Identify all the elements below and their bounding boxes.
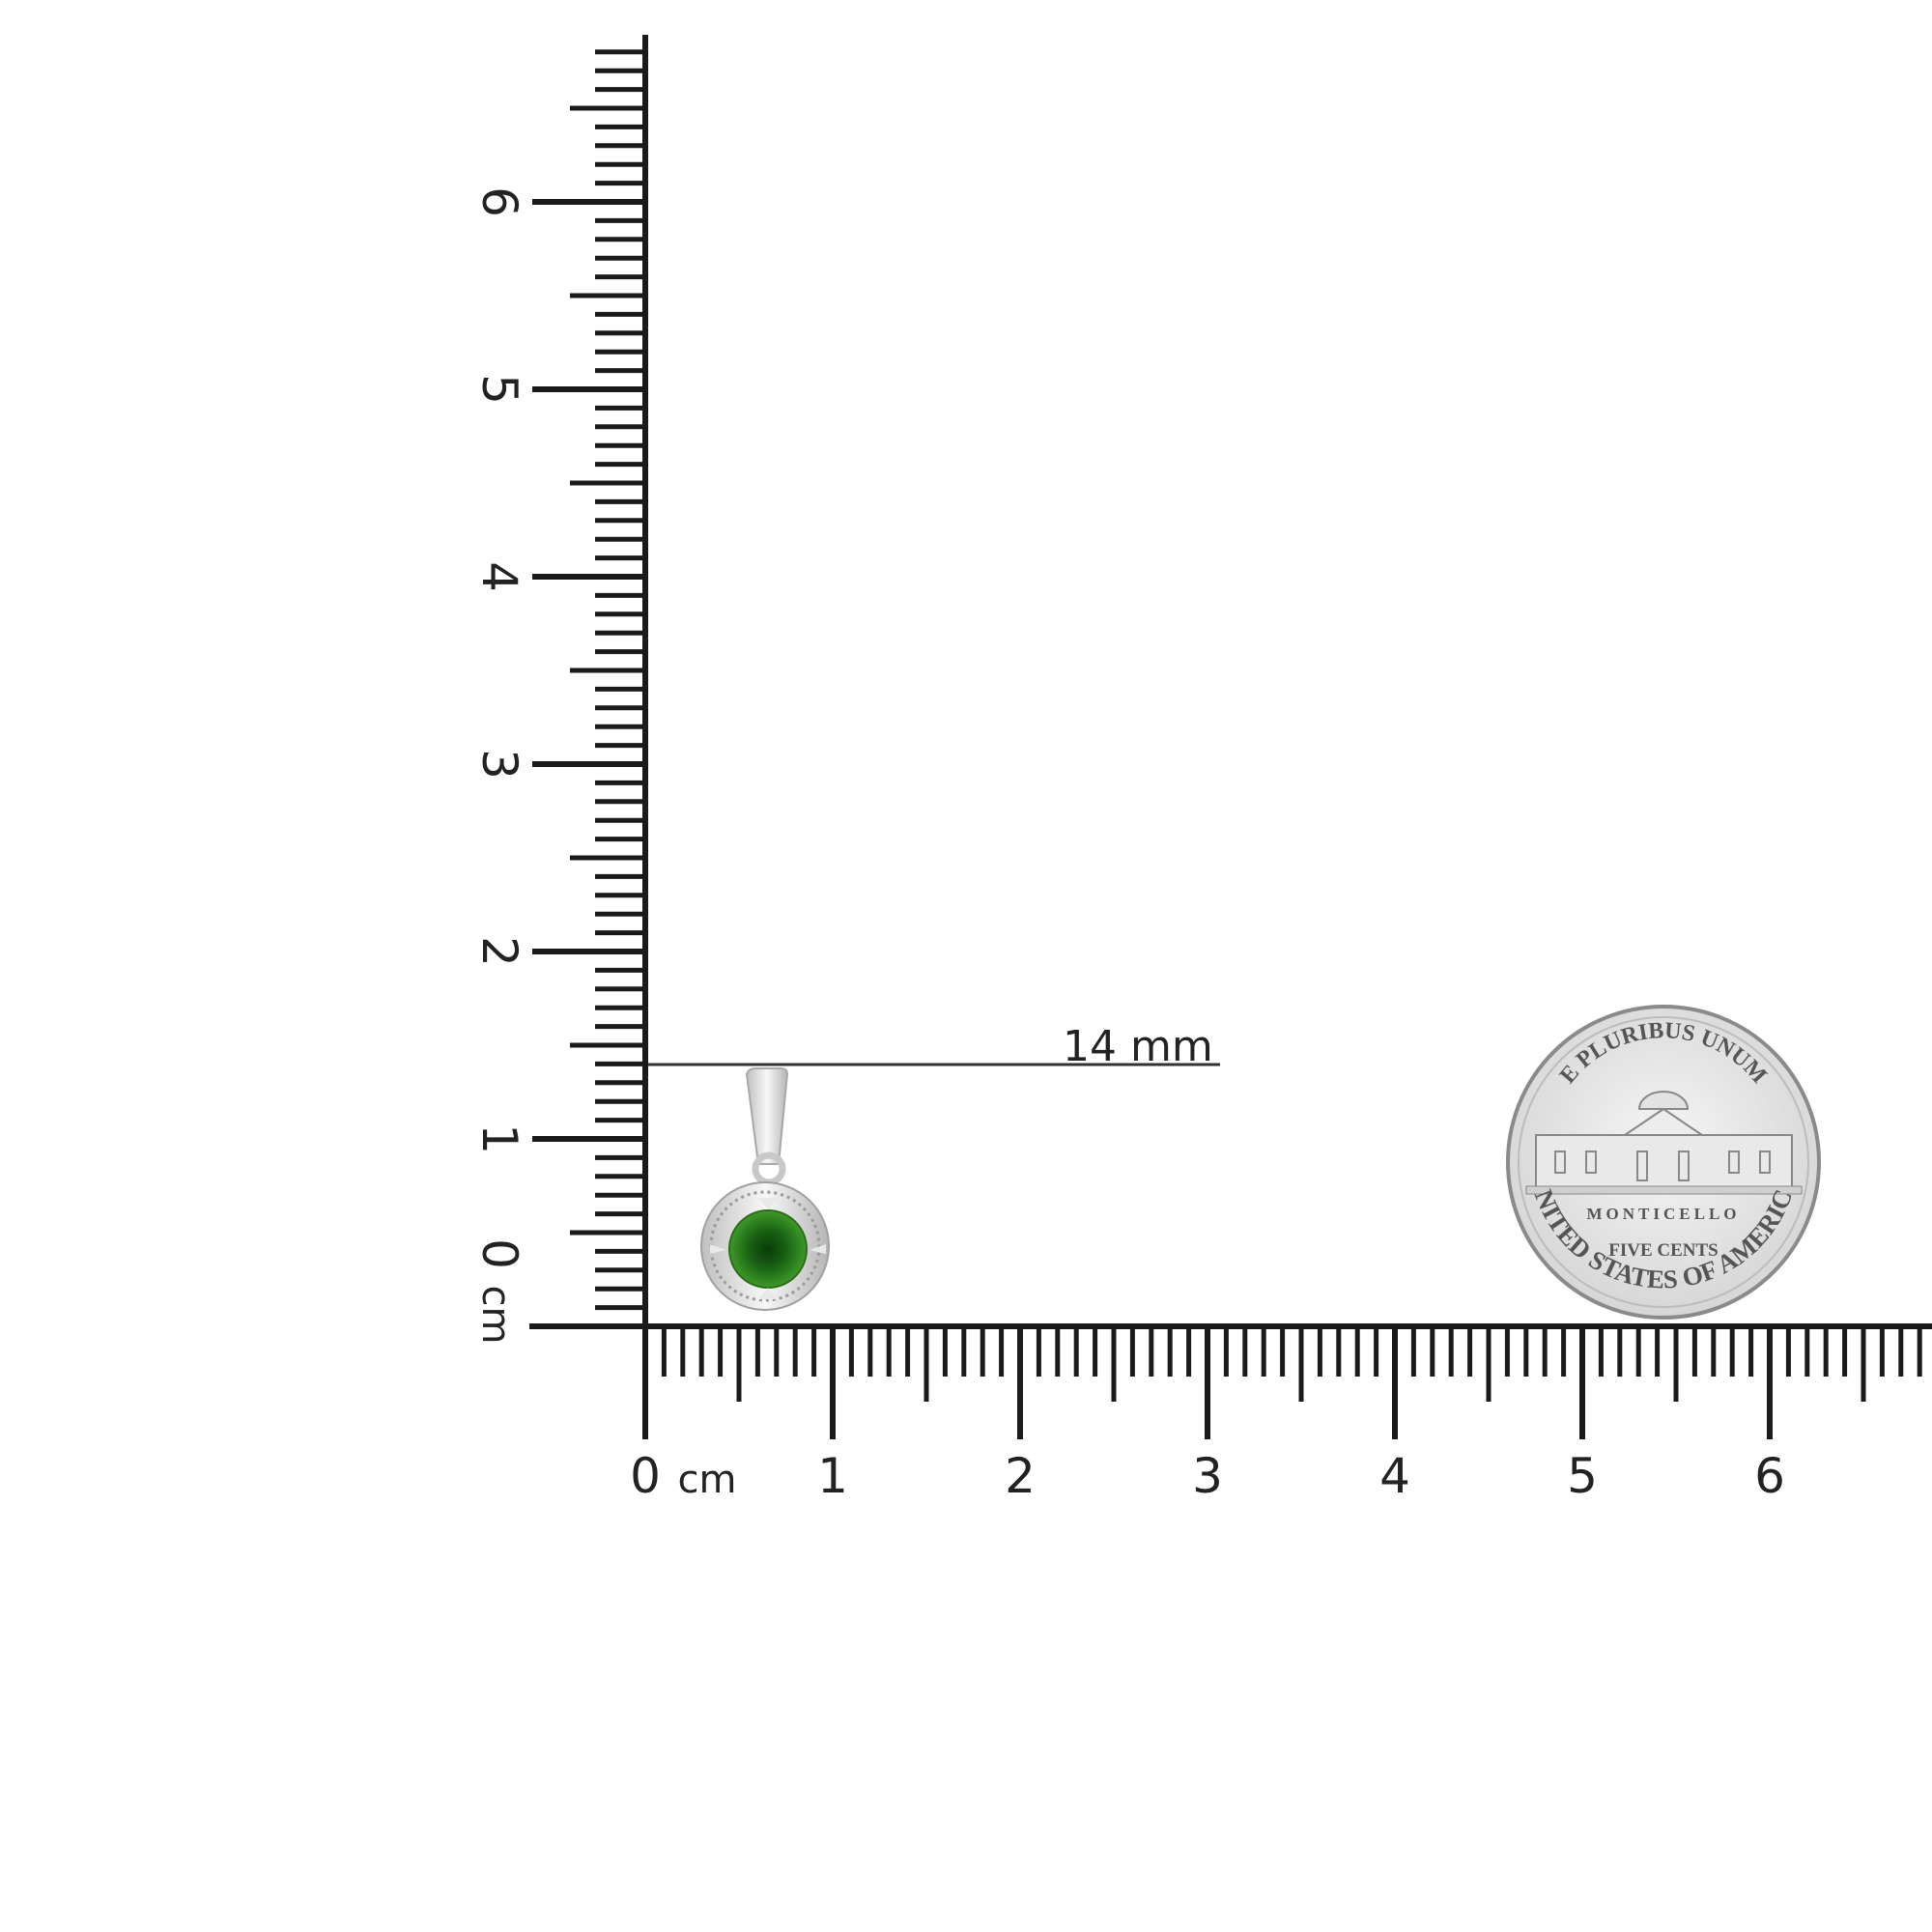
prong (710, 1244, 726, 1254)
pendant-image (700, 1067, 830, 1311)
measurement-label: 14 mm (1063, 1022, 1213, 1071)
prong (758, 1288, 778, 1299)
ruler-label-v: 0 (471, 1238, 527, 1269)
ruler-label-v: 5 (471, 374, 527, 405)
vertical-ruler (529, 49, 645, 1329)
nickel-coin: E PLURIBUS UNUM MONTICELLO FIVE CENTS UN… (0, 0, 1821, 1320)
prong (810, 1244, 826, 1254)
ruler-unit-v: cm (473, 1286, 518, 1345)
ruler-label-h: 4 (1379, 1448, 1410, 1504)
horizontal-ruler (642, 1326, 1922, 1439)
ruler-label-h: 0 (630, 1448, 661, 1504)
coin-denomination: FIVE CENTS (1608, 1240, 1719, 1261)
ruler-label-v: 1 (471, 1123, 527, 1154)
ruler-label-h: 3 (1192, 1448, 1223, 1504)
green-gemstone (728, 1209, 808, 1289)
ruler-label-v: 4 (471, 561, 527, 592)
ruler-label-v: 6 (471, 186, 527, 217)
ruler-label-v: 2 (471, 936, 527, 967)
ruler-label-v: 3 (471, 749, 527, 780)
ruler-label-h: 6 (1754, 1448, 1785, 1504)
ruler-label-h: 5 (1567, 1448, 1598, 1504)
ruler-unit-h: cm (678, 1458, 737, 1502)
prong (758, 1198, 778, 1209)
coin-inner-rim (1518, 1016, 1809, 1308)
ruler-label-h: 2 (1005, 1448, 1036, 1504)
ruler-label-h: 1 (817, 1448, 848, 1504)
monticello-building (1525, 1091, 1803, 1195)
coin-building-name: MONTICELLO (1586, 1205, 1740, 1223)
bail (745, 1067, 789, 1165)
